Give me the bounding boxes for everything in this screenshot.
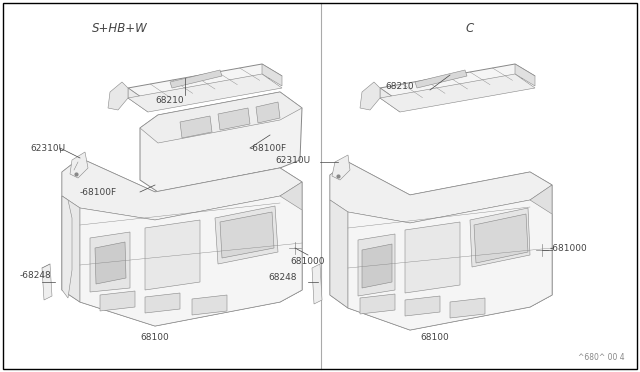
Polygon shape (128, 88, 148, 112)
Polygon shape (128, 74, 282, 112)
Polygon shape (140, 92, 302, 143)
Polygon shape (362, 244, 392, 288)
Polygon shape (170, 70, 222, 88)
Polygon shape (474, 214, 528, 263)
Polygon shape (90, 232, 130, 292)
Polygon shape (330, 162, 552, 330)
Text: 62310U: 62310U (275, 155, 310, 164)
Polygon shape (280, 182, 302, 302)
Polygon shape (128, 64, 282, 102)
Polygon shape (360, 82, 380, 110)
Polygon shape (145, 293, 180, 313)
Text: 68210: 68210 (155, 96, 184, 105)
Polygon shape (80, 196, 302, 326)
Polygon shape (470, 208, 530, 267)
Polygon shape (180, 116, 212, 138)
Polygon shape (348, 200, 552, 330)
Polygon shape (256, 102, 280, 123)
Polygon shape (380, 74, 535, 112)
Polygon shape (405, 296, 440, 316)
Polygon shape (530, 185, 552, 307)
Polygon shape (220, 212, 274, 258)
Polygon shape (218, 108, 250, 130)
Polygon shape (62, 158, 302, 220)
Polygon shape (62, 196, 72, 298)
Polygon shape (358, 234, 395, 296)
Text: 68100: 68100 (141, 334, 170, 343)
Text: ^680^ 00 4: ^680^ 00 4 (579, 353, 625, 362)
Polygon shape (95, 242, 126, 284)
Polygon shape (380, 64, 535, 102)
Polygon shape (330, 162, 552, 223)
Polygon shape (62, 196, 80, 302)
Polygon shape (330, 200, 348, 308)
Polygon shape (450, 298, 485, 318)
Text: 68248: 68248 (268, 273, 296, 282)
Text: C: C (466, 22, 474, 35)
Text: 68210: 68210 (385, 81, 413, 90)
Text: 681000: 681000 (290, 257, 324, 266)
Polygon shape (262, 64, 282, 86)
Polygon shape (62, 158, 302, 326)
Text: -68100F: -68100F (250, 144, 287, 153)
Polygon shape (192, 295, 227, 315)
Text: 68100: 68100 (420, 334, 449, 343)
Polygon shape (515, 64, 535, 86)
Polygon shape (332, 155, 350, 180)
Polygon shape (70, 152, 88, 178)
Text: 62310U: 62310U (30, 144, 65, 153)
Polygon shape (215, 206, 278, 264)
Text: -68100F: -68100F (80, 187, 117, 196)
Text: S+HB+W: S+HB+W (92, 22, 148, 35)
Text: -68248: -68248 (20, 272, 52, 280)
Polygon shape (360, 294, 395, 314)
Polygon shape (405, 222, 460, 293)
Polygon shape (380, 88, 400, 112)
Text: -681000: -681000 (550, 244, 588, 253)
Polygon shape (42, 264, 52, 300)
Polygon shape (415, 70, 467, 88)
Polygon shape (140, 92, 302, 192)
Polygon shape (145, 220, 200, 290)
Polygon shape (312, 264, 322, 304)
Polygon shape (100, 291, 135, 311)
Polygon shape (108, 82, 128, 110)
